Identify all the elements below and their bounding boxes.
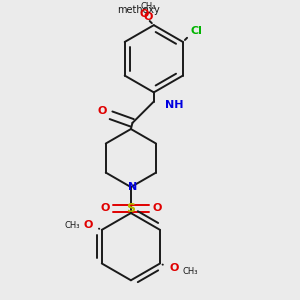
Text: O: O (83, 220, 93, 230)
Text: N: N (128, 182, 137, 192)
Text: CH₃: CH₃ (64, 221, 80, 230)
Text: methoxy: methoxy (117, 5, 160, 15)
Text: NH: NH (164, 100, 183, 110)
Text: O: O (97, 106, 106, 116)
Text: Cl: Cl (191, 26, 203, 36)
Text: CH₃: CH₃ (182, 267, 198, 276)
Text: S: S (126, 202, 135, 215)
Text: CH₃: CH₃ (141, 2, 156, 10)
Text: O: O (169, 263, 178, 273)
Text: O: O (140, 9, 149, 19)
Text: O: O (143, 12, 152, 22)
Text: O: O (100, 203, 110, 214)
Text: O: O (152, 203, 162, 214)
